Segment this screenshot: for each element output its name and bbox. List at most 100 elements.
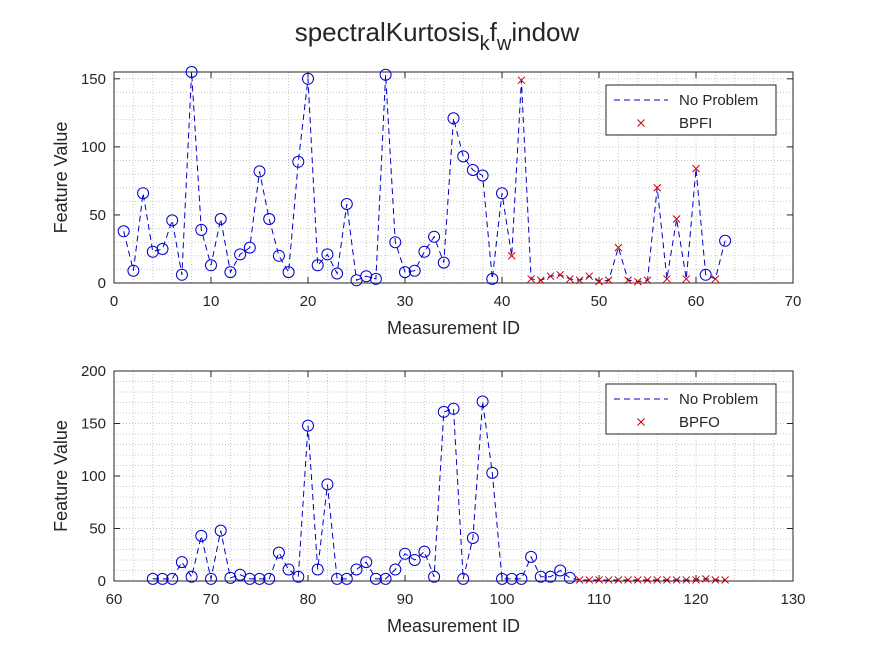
legend-entry-no-problem: No Problem xyxy=(679,92,758,109)
data-point-cross xyxy=(604,276,613,285)
data-point-circle xyxy=(175,556,188,569)
y-axis-label: Feature Value xyxy=(51,122,71,234)
data-point-circle xyxy=(253,165,266,178)
title-main: spectralKurtosis xyxy=(295,17,480,47)
data-point-cross xyxy=(527,275,535,283)
data-point-circle xyxy=(457,150,470,163)
data-point-circle xyxy=(302,72,314,85)
data-point-circle xyxy=(214,524,227,537)
x-tick-label: 80 xyxy=(300,591,317,608)
x-axis-label: Measurement ID xyxy=(387,318,520,338)
grid xyxy=(114,371,793,581)
data-point-cross xyxy=(663,275,671,283)
data-point-cross xyxy=(692,164,700,173)
data-point-cross xyxy=(682,576,691,584)
data-point-circle xyxy=(243,572,256,585)
data-point-circle xyxy=(476,169,489,182)
data-point-circle xyxy=(127,264,140,277)
data-point-cross xyxy=(595,576,603,584)
x-tick-label: 50 xyxy=(591,293,608,310)
data-point-circle xyxy=(195,223,208,236)
data-point-circle xyxy=(408,554,421,566)
axes-box xyxy=(113,71,794,284)
legend-entry-no-problem: No Problem xyxy=(679,391,758,408)
data-point-circle xyxy=(321,478,334,491)
x-tick-label: 110 xyxy=(587,591,611,608)
data-point-circle xyxy=(534,570,547,583)
data-point-circle xyxy=(156,243,169,255)
x-tick-label: 70 xyxy=(785,293,802,310)
data-point-circle xyxy=(282,266,295,279)
data-point-circle xyxy=(117,225,130,238)
data-point-circle xyxy=(418,245,431,258)
data-point-circle xyxy=(146,572,159,585)
x-tick-label: 20 xyxy=(300,293,317,310)
data-point-cross xyxy=(575,576,584,584)
x-tick-label: 0 xyxy=(110,293,118,310)
data-point-circle xyxy=(340,198,353,210)
data-point-circle xyxy=(331,572,344,585)
data-point-circle xyxy=(272,546,285,559)
data-point-circle xyxy=(563,571,576,584)
data-point-circle xyxy=(185,66,198,78)
x-tick-label: 40 xyxy=(494,293,511,310)
x-tick-label: 130 xyxy=(780,591,805,608)
legend-box xyxy=(605,383,777,435)
data-point-cross xyxy=(633,277,642,286)
data-point-circle xyxy=(408,264,421,277)
data-point-circle xyxy=(205,259,217,272)
data-point-circle xyxy=(292,570,305,583)
legend-box xyxy=(605,84,777,136)
data-point-cross xyxy=(633,576,642,584)
data-point-circle xyxy=(146,245,159,258)
data-point-circle xyxy=(476,395,489,408)
data-point-circle xyxy=(166,214,179,227)
data-point-cross xyxy=(711,275,720,283)
grid xyxy=(114,72,793,283)
data-point-circle xyxy=(292,155,305,168)
legend-entry-fault: BPFI xyxy=(679,115,712,132)
data-point-cross xyxy=(653,183,662,192)
x-tick-label: 100 xyxy=(489,591,514,608)
data-point-circle xyxy=(360,556,373,569)
legend-entry-fault: BPFO xyxy=(679,414,720,431)
data-point-circle xyxy=(486,466,499,479)
x-tick-label: 70 xyxy=(203,591,220,608)
data-point-circle xyxy=(466,532,479,544)
subplot-bpfo: 60 70 80 90 100 110 120 130 0 50 100 150 200 Measurem… xyxy=(51,363,806,636)
data-point-circle xyxy=(205,572,217,585)
data-point-circle xyxy=(428,230,441,243)
data-point-circle xyxy=(311,259,324,272)
data-point-circle xyxy=(224,266,237,279)
series-line xyxy=(123,71,726,283)
data-point-circle xyxy=(389,236,402,249)
x-tick-label: 60 xyxy=(106,591,123,608)
y-tick-label: 100 xyxy=(81,139,106,156)
figure-title: spectralKurtosiskfwindow xyxy=(295,17,580,55)
data-point-circle xyxy=(457,572,470,585)
data-point-circle xyxy=(263,572,276,585)
data-point-circle xyxy=(166,572,179,585)
data-point-circle xyxy=(340,572,353,585)
data-point-cross xyxy=(536,276,545,285)
legend-cross-swatch xyxy=(637,418,645,426)
y-tick-label: 200 xyxy=(81,363,106,380)
data-point-circle xyxy=(311,563,324,576)
title-sub-1: k xyxy=(480,33,491,55)
data-point-cross xyxy=(672,576,681,584)
y-tick-label: 0 xyxy=(98,275,106,292)
data-point-circle xyxy=(137,187,150,200)
data-point-circle xyxy=(234,248,247,261)
y-tick-label: 150 xyxy=(81,71,106,88)
data-point-cross xyxy=(643,576,652,584)
data-point-cross xyxy=(672,215,681,223)
data-point-circle xyxy=(496,187,508,200)
x-tick-label: 10 xyxy=(203,293,220,310)
data-point-cross xyxy=(595,277,603,286)
data-point-circle xyxy=(399,266,411,279)
data-point-circle xyxy=(302,419,314,432)
data-point-cross xyxy=(614,576,623,584)
data-point-circle xyxy=(525,550,538,563)
data-point-circle xyxy=(379,68,392,81)
